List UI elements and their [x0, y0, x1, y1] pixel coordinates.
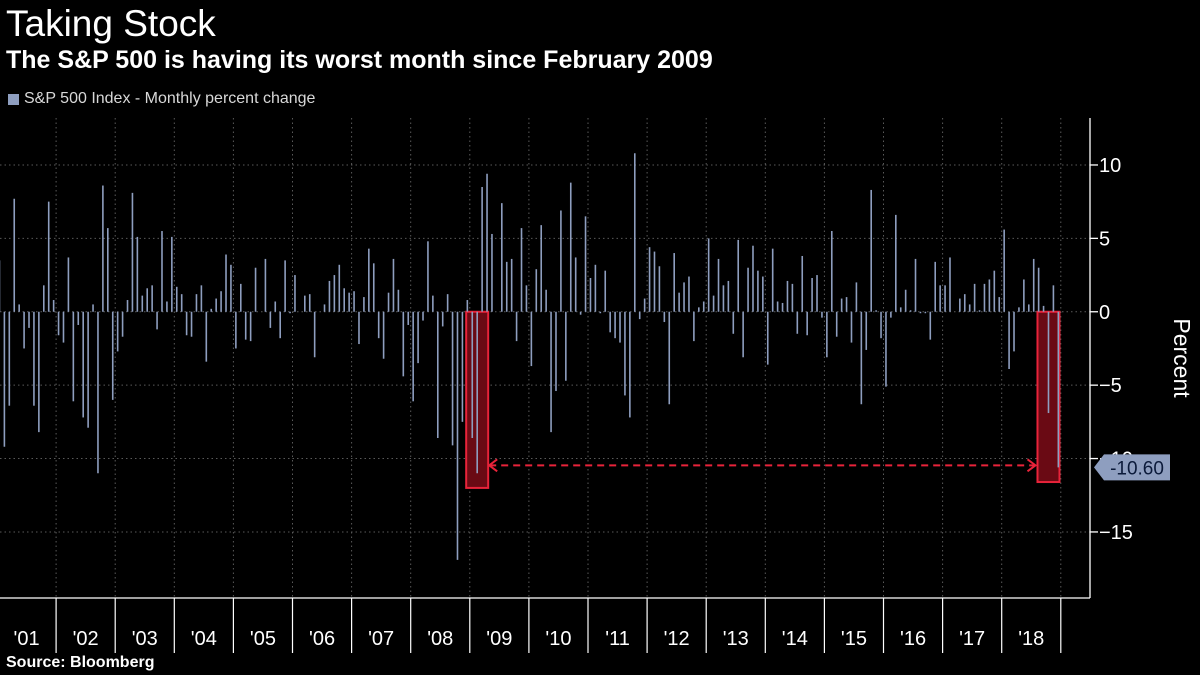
- chart-title: Taking Stock: [6, 3, 216, 44]
- x-tick-label: '16: [900, 628, 926, 650]
- connector-arrow-tail: [487, 458, 498, 473]
- legend: S&P 500 Index - Monthly percent change: [8, 90, 315, 108]
- x-tick-label: '05: [250, 628, 276, 650]
- x-tick-label: '12: [664, 628, 690, 650]
- source-note: Source: Bloomberg: [6, 654, 155, 671]
- x-tick-label: '03: [132, 628, 158, 650]
- y-tick-label: −15: [1099, 522, 1133, 544]
- legend-swatch: [8, 93, 19, 105]
- x-tick-label: '17: [959, 628, 985, 650]
- x-tick-label: '13: [723, 628, 749, 650]
- x-tick-label: '09: [486, 628, 512, 650]
- y-tick-label: 5: [1099, 228, 1110, 250]
- y-tick-label: 0: [1099, 302, 1110, 324]
- x-tick-label: '15: [841, 628, 867, 650]
- connector-arrow-head: [1026, 458, 1038, 473]
- x-tick-label: '02: [73, 628, 99, 650]
- x-tick-label: '14: [782, 628, 808, 650]
- x-tick-label: '04: [191, 628, 217, 650]
- x-tick-label: '18: [1018, 628, 1044, 650]
- y-tick-label: −5: [1099, 375, 1122, 397]
- current-value-label: -10.60: [1110, 458, 1164, 479]
- chart-subtitle: The S&P 500 is having its worst month si…: [6, 46, 713, 74]
- current-value-badge: [1094, 454, 1170, 481]
- y-tick-label: 10: [1099, 155, 1121, 177]
- legend-label: S&P 500 Index - Monthly percent change: [24, 90, 316, 107]
- x-tick-label: '08: [427, 628, 453, 650]
- x-tick-label: '11: [605, 628, 630, 650]
- x-tick-label: '01: [14, 628, 40, 650]
- x-tick-label: '06: [309, 628, 335, 650]
- y-axis-title: Percent: [1169, 318, 1195, 398]
- x-tick-label: '07: [368, 628, 394, 650]
- x-tick-label: '10: [545, 628, 571, 650]
